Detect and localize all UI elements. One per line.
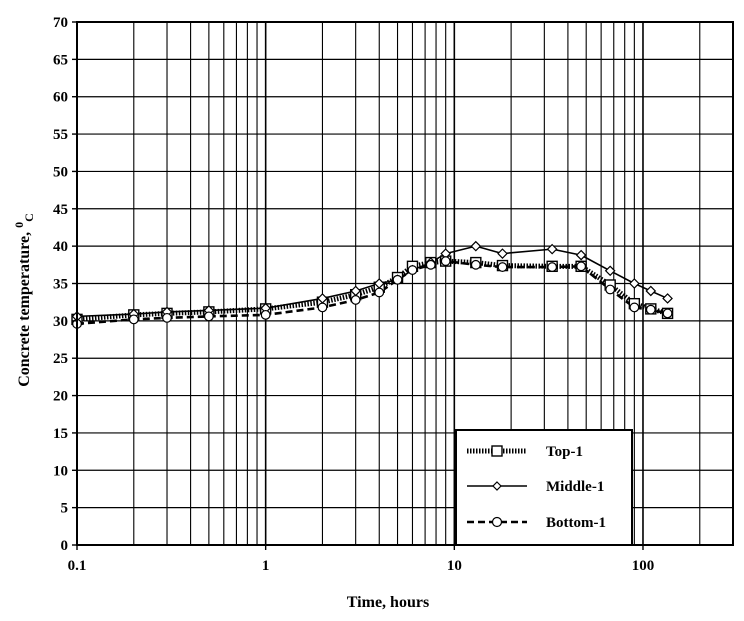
data-point-bottom-1 xyxy=(440,256,451,266)
legend-label-top-1: Top-1 xyxy=(546,444,583,460)
legend-marker-top-1 xyxy=(491,445,503,457)
data-point-bottom-1 xyxy=(547,262,558,272)
data-point-middle-1 xyxy=(575,249,587,261)
legend-marker-bottom-1 xyxy=(491,516,503,528)
data-point-bottom-1 xyxy=(203,311,214,322)
legend-marker-middle-1 xyxy=(492,481,502,491)
data-point-bottom-1 xyxy=(374,287,385,298)
y-tick-label: 55 xyxy=(53,127,68,143)
y-tick-label: 50 xyxy=(53,164,68,180)
data-point-bottom-1 xyxy=(662,308,673,319)
tick-labels: 0 5 10 15 20 25 30 35 40 45 50 55 60 65 70 0.1 1 10 100 xyxy=(53,15,654,574)
data-point-bottom-1 xyxy=(317,302,328,313)
y-tick-label: 15 xyxy=(53,426,68,442)
data-point-bottom-1 xyxy=(645,304,656,315)
y-axis-title-sup: 0 xyxy=(12,222,26,228)
x-tick-label: 100 xyxy=(632,558,655,574)
data-point-bottom-1 xyxy=(392,274,403,285)
data-point-bottom-1 xyxy=(576,261,587,272)
y-tick-label: 45 xyxy=(53,202,68,218)
legend-label-bottom-1: Bottom-1 xyxy=(546,515,606,531)
y-tick-label: 0 xyxy=(61,538,69,554)
y-tick-label: 60 xyxy=(53,90,68,106)
x-tick-label: 1 xyxy=(262,558,270,574)
y-axis-title-main: Concrete temperature, xyxy=(16,228,33,387)
x-tick-label: 0.1 xyxy=(68,558,87,574)
data-point-middle-1 xyxy=(546,243,558,255)
x-axis-title: Time, hours xyxy=(347,594,429,611)
legend: Top-1 Middle-1 Bottom-1 xyxy=(455,429,633,546)
y-axis-title-sub: C xyxy=(22,213,36,222)
y-tick-label: 20 xyxy=(53,389,68,405)
data-point-middle-1 xyxy=(470,240,482,252)
data-point-bottom-1 xyxy=(260,309,271,320)
data-point-bottom-1 xyxy=(629,302,640,313)
y-tick-label: 65 xyxy=(53,52,68,68)
data-point-middle-1 xyxy=(497,248,508,259)
legend-item-middle-1: Middle-1 xyxy=(467,479,604,495)
series-line-top-1 xyxy=(76,258,669,322)
data-point-bottom-1 xyxy=(162,312,172,323)
legend-label-middle-1: Middle-1 xyxy=(546,479,604,495)
legend-item-bottom-1: Bottom-1 xyxy=(467,515,606,531)
y-axis-title: Concrete temperature, 0C xyxy=(12,213,36,387)
y-tick-label: 30 xyxy=(53,314,68,330)
data-point-bottom-1 xyxy=(605,284,616,295)
data-point-bottom-1 xyxy=(470,259,481,270)
data-point-bottom-1 xyxy=(425,259,436,270)
series-lines xyxy=(71,240,674,329)
data-point-middle-1 xyxy=(645,285,657,297)
y-tick-label: 5 xyxy=(61,501,69,517)
data-point-middle-1 xyxy=(662,293,673,304)
y-tick-label: 70 xyxy=(53,15,68,31)
data-point-bottom-1 xyxy=(407,265,418,275)
legend-item-top-1: Top-1 xyxy=(467,444,583,460)
y-tick-label: 10 xyxy=(53,463,68,479)
data-point-bottom-1 xyxy=(128,314,139,325)
axes xyxy=(72,21,734,550)
data-point-middle-1 xyxy=(604,265,616,277)
data-point-middle-1 xyxy=(629,278,640,289)
y-tick-label: 35 xyxy=(53,277,68,293)
data-point-bottom-1 xyxy=(497,262,508,272)
x-tick-label: 10 xyxy=(447,558,462,574)
y-tick-label: 25 xyxy=(53,351,68,367)
data-point-bottom-1 xyxy=(350,295,361,305)
y-tick-label: 40 xyxy=(53,239,68,255)
series-line-bottom-1 xyxy=(76,259,668,326)
